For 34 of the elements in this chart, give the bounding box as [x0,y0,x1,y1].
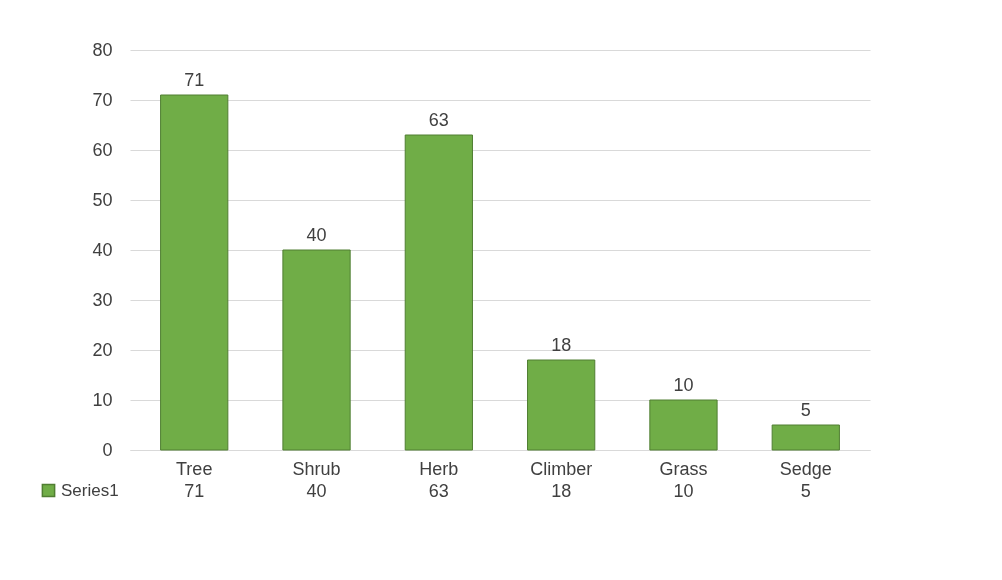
text: 10 [673,481,694,501]
x-tick-label: Herb [419,458,459,479]
data-label: 40 [306,225,327,245]
legend-label: Series1 [61,480,119,500]
text: 18 [551,481,572,501]
y-tick-label: 70 [92,89,113,110]
y-tick-label: 80 [92,39,113,60]
bar [404,134,473,451]
bar [771,424,840,451]
bar [649,399,718,451]
y-tick-label: 30 [92,289,113,310]
x-tick-label: Climber [530,458,593,479]
data-label: 10 [673,375,694,395]
y-tick-label: 50 [92,189,113,210]
bar [527,359,596,451]
data-label: 63 [428,110,449,130]
bar [160,94,229,451]
data-label: 18 [551,335,572,355]
x-tick-label: Shrub [292,458,341,479]
y-tick-label: 60 [92,139,113,160]
text: 63 [428,481,449,501]
data-label: 71 [184,70,205,90]
y-tick-label: 10 [92,389,113,410]
data-label: 5 [800,400,811,420]
y-tick-label: 40 [92,239,113,260]
bar [282,249,351,451]
x-tick-label: Sedge [779,458,832,479]
text: 40 [306,481,327,501]
text: 71 [184,481,205,501]
text: 5 [800,481,811,501]
x-tick-label: Tree [176,458,213,479]
x-tick-label: Grass [659,458,708,479]
y-tick-label: 0 [102,439,113,460]
y-tick-label: 20 [92,339,113,360]
